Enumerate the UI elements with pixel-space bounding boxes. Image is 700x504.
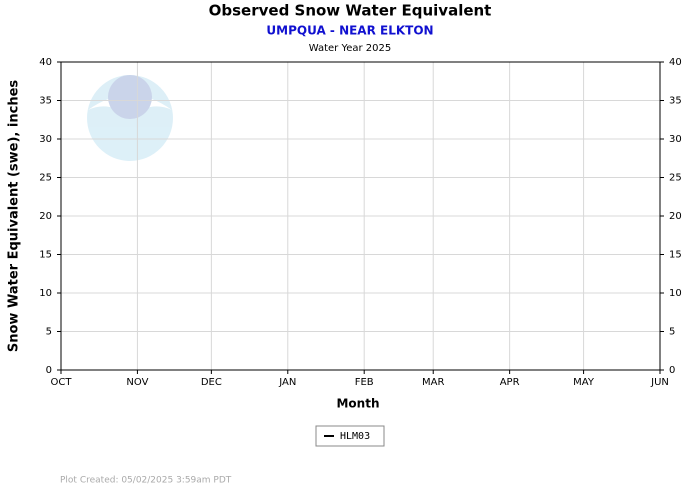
- footer: Plot Created: 05/02/2025 3:59am PDT: [60, 476, 232, 486]
- y2-tick-label: 0: [669, 365, 675, 376]
- y-tick-label: 30: [39, 134, 52, 145]
- y2-tick-label: 25: [669, 173, 682, 184]
- x-tick-label: NOV: [126, 377, 148, 388]
- x-axis-label: Month: [336, 397, 379, 411]
- y-tick-label: 35: [39, 96, 52, 107]
- x-tick-label: JUN: [650, 377, 669, 388]
- y2-tick-label: 30: [669, 134, 682, 145]
- legend-label: HLM03: [340, 431, 370, 442]
- y-tick-label: 20: [39, 211, 52, 222]
- y-axis-label: Snow Water Equivalent (swe), inches: [7, 80, 22, 353]
- y2-tick-label: 10: [669, 288, 682, 299]
- chart-subtitle: UMPQUA - NEAR ELKTON: [266, 24, 433, 38]
- y-tick-label: 15: [39, 250, 52, 261]
- y2-tick-label: 5: [669, 327, 675, 338]
- y-tick-label: 5: [46, 327, 52, 338]
- y2-tick-label: 20: [669, 211, 682, 222]
- y-tick-label: 25: [39, 173, 52, 184]
- y2-tick-label: 15: [669, 250, 682, 261]
- x-tick-label: JAN: [278, 377, 296, 388]
- chart-title: Observed Snow Water Equivalent: [209, 2, 492, 20]
- y-tick-label: 0: [46, 365, 52, 376]
- x-tick-label: DEC: [201, 377, 222, 388]
- x-tick-label: FEB: [355, 377, 374, 388]
- plot-frame: [60, 61, 661, 371]
- legend-box: [315, 425, 385, 447]
- noaa-logo: [87, 75, 173, 161]
- x-tick-label: APR: [500, 377, 520, 388]
- y2-tick-label: 40: [669, 57, 682, 68]
- x-tick-label: OCT: [51, 377, 73, 388]
- y2-tick-label: 35: [669, 96, 682, 107]
- chart-caption: Water Year 2025: [309, 43, 392, 54]
- y-tick-label: 10: [39, 288, 52, 299]
- x-tick-label: MAR: [422, 377, 444, 388]
- y-tick-label: 40: [39, 57, 52, 68]
- x-tick-label: MAY: [573, 377, 595, 388]
